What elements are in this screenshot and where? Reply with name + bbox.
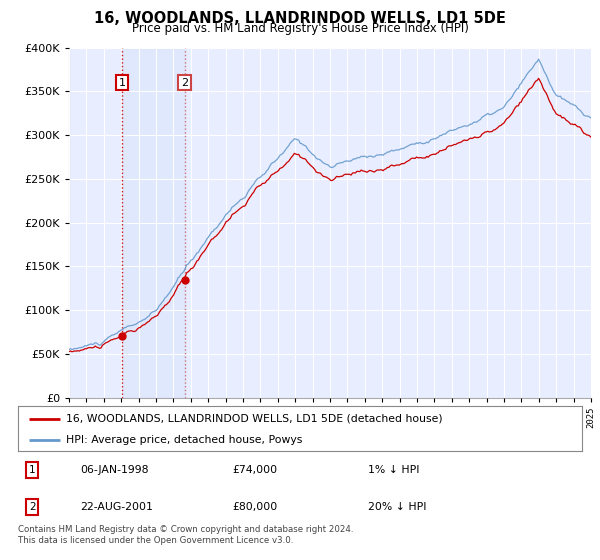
Bar xyxy=(122,48,185,398)
Text: 1% ↓ HPI: 1% ↓ HPI xyxy=(368,465,419,475)
Text: 16, WOODLANDS, LLANDRINDOD WELLS, LD1 5DE: 16, WOODLANDS, LLANDRINDOD WELLS, LD1 5D… xyxy=(94,11,506,26)
Text: 1: 1 xyxy=(118,78,125,87)
Text: HPI: Average price, detached house, Powys: HPI: Average price, detached house, Powy… xyxy=(66,435,302,445)
Text: £74,000: £74,000 xyxy=(232,465,277,475)
Text: 2: 2 xyxy=(181,78,188,87)
Text: £80,000: £80,000 xyxy=(232,502,278,512)
Text: Price paid vs. HM Land Registry's House Price Index (HPI): Price paid vs. HM Land Registry's House … xyxy=(131,22,469,35)
Text: Contains HM Land Registry data © Crown copyright and database right 2024.
This d: Contains HM Land Registry data © Crown c… xyxy=(18,525,353,545)
Text: 1: 1 xyxy=(29,465,35,475)
Text: 06-JAN-1998: 06-JAN-1998 xyxy=(80,465,149,475)
Text: 16, WOODLANDS, LLANDRINDOD WELLS, LD1 5DE (detached house): 16, WOODLANDS, LLANDRINDOD WELLS, LD1 5D… xyxy=(66,413,443,423)
Text: 20% ↓ HPI: 20% ↓ HPI xyxy=(368,502,426,512)
Text: 22-AUG-2001: 22-AUG-2001 xyxy=(80,502,153,512)
Text: 2: 2 xyxy=(29,502,35,512)
